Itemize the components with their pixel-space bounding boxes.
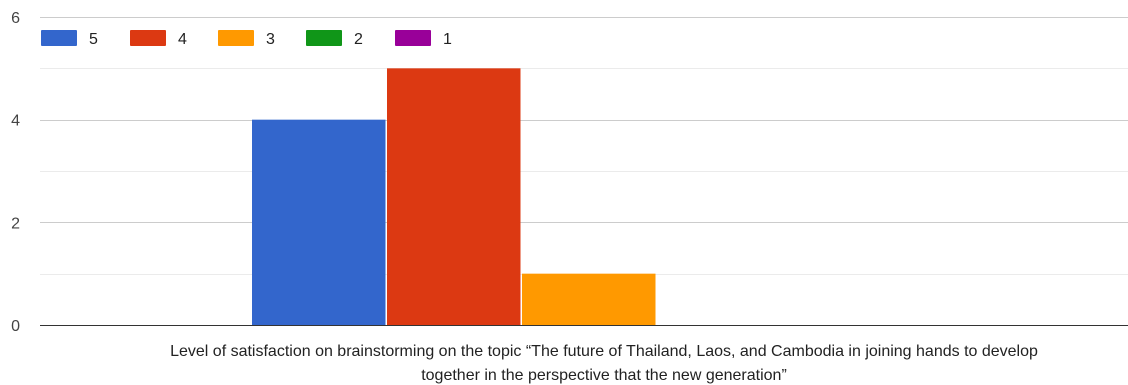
bars	[252, 68, 656, 326]
category-label-line-1: Level of satisfaction on brainstorming o…	[170, 343, 1038, 360]
bar-5	[252, 119, 386, 326]
legend-label-1: 1	[443, 31, 452, 48]
x-axis-category-label: Level of satisfaction on brainstorming o…	[170, 343, 1038, 384]
legend-swatch-5	[41, 30, 77, 46]
legend-label-4: 4	[178, 31, 187, 48]
y-axis-ticks: 0 2 4 6	[11, 10, 20, 335]
legend-label-3: 3	[266, 31, 275, 48]
bar-3	[522, 273, 656, 325]
legend-swatch-2	[306, 30, 342, 46]
y-tick-label-6: 6	[11, 10, 20, 27]
y-tick-label-4: 4	[11, 113, 20, 130]
y-tick-label-0: 0	[11, 318, 20, 335]
gridlines	[40, 17, 1128, 275]
legend-swatch-4	[130, 30, 166, 46]
y-tick-label-2: 2	[11, 215, 20, 232]
legend-swatch-3	[218, 30, 254, 46]
legend: 5 4 3 2 1	[41, 30, 452, 48]
legend-label-2: 2	[354, 31, 363, 48]
legend-swatch-1	[395, 30, 431, 46]
legend-label-5: 5	[89, 31, 98, 48]
category-label-line-2: together in the perspective that the new…	[421, 367, 787, 384]
bar-4	[387, 68, 521, 325]
